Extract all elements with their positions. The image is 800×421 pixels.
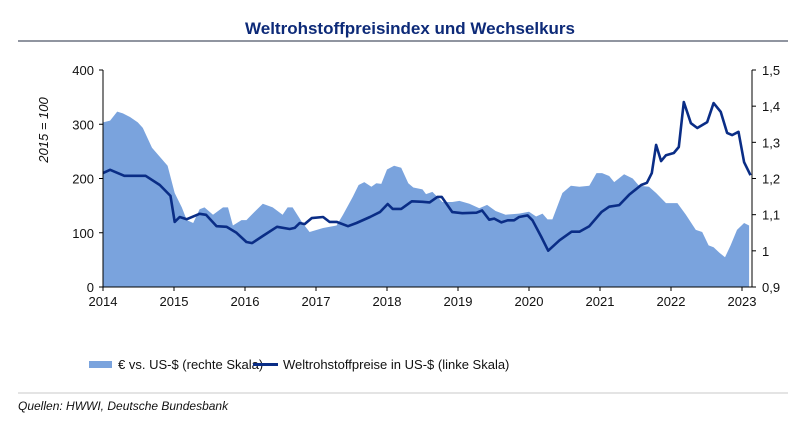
- x-tick-label: 2022: [657, 294, 686, 309]
- y-right-tick-label: 0,9: [762, 280, 780, 295]
- y-right-tick-label: 1,5: [762, 63, 780, 78]
- x-tick-label: 2017: [302, 294, 331, 309]
- y-left-tick-label: 0: [87, 280, 94, 295]
- y-right-tick-label: 1: [762, 244, 769, 259]
- x-tick-label: 2019: [444, 294, 473, 309]
- x-tick-label: 2023: [728, 294, 757, 309]
- x-tick-label: 2015: [160, 294, 189, 309]
- x-tick-label: 2014: [89, 294, 118, 309]
- y-axis-left-label: 2015 = 100: [36, 97, 51, 164]
- legend-area-swatch: [89, 361, 112, 368]
- y-right-tick-label: 1,3: [762, 135, 780, 150]
- legend-line-label: Weltrohstoffpreise in US-$ (linke Skala): [283, 357, 509, 372]
- chart-title: Weltrohstoffpreisindex und Wechselkurs: [245, 19, 575, 38]
- x-tick-label: 2020: [515, 294, 544, 309]
- y-left-tick-label: 400: [72, 63, 94, 78]
- source-note: Quellen: HWWI, Deutsche Bundesbank: [18, 399, 229, 413]
- y-right-tick-label: 1,4: [762, 99, 780, 114]
- y-left-tick-label: 200: [72, 172, 94, 187]
- y-right-tick-label: 1,2: [762, 172, 780, 187]
- plot-area: 0 100 200 300 400 0,9 1 1,1 1,2 1,3 1,4 1,5 2014 2015…: [72, 63, 780, 309]
- commodity-price-line: [102, 100, 752, 252]
- x-tick-label: 2016: [231, 294, 260, 309]
- exchange-rate-area: [103, 111, 750, 287]
- y-left-tick-label: 100: [72, 226, 94, 241]
- x-tick-label: 2021: [586, 294, 615, 309]
- y-right-tick-label: 1,1: [762, 208, 780, 223]
- legend-area-label: € vs. US-$ (rechte Skala): [118, 357, 263, 372]
- x-tick-label: 2018: [373, 294, 402, 309]
- y-left-tick-label: 300: [72, 117, 94, 132]
